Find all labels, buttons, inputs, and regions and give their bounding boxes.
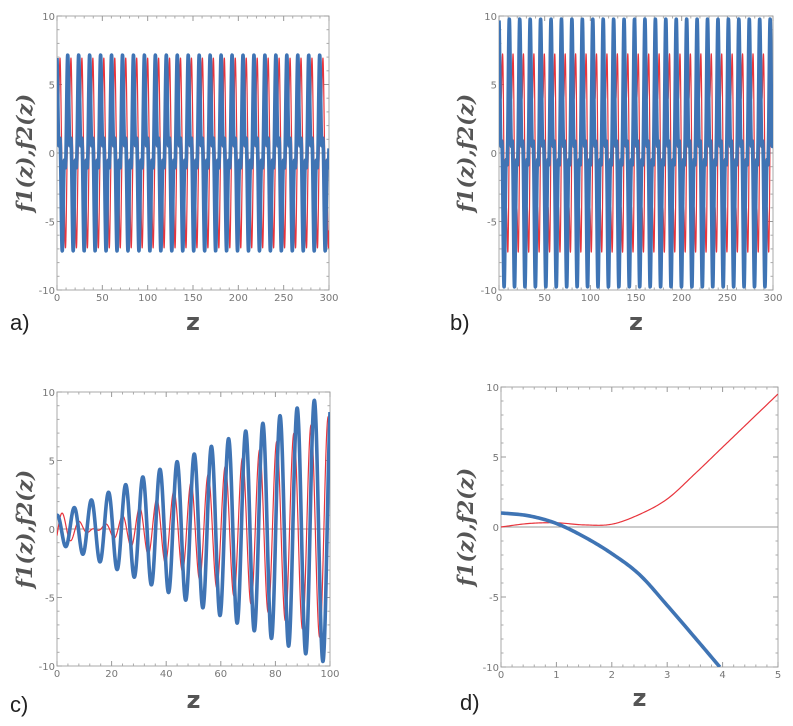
x-tick-label: 150 — [183, 293, 202, 304]
series-f1-line — [57, 398, 330, 664]
y-tick-label: 10 — [42, 388, 55, 399]
x-tick-label: 250 — [718, 293, 737, 304]
x-tick-label: 200 — [672, 293, 691, 304]
y-axis-label: f1(z),f2(z) — [453, 468, 478, 588]
series-f1-line — [57, 53, 329, 253]
panel-label: a) — [10, 310, 30, 335]
y-tick-label: 10 — [484, 12, 497, 23]
x-axis-label: z — [629, 308, 643, 336]
y-tick-label: 0 — [493, 523, 499, 534]
x-tick-label: 0 — [54, 669, 60, 680]
x-tick-label: 200 — [229, 293, 248, 304]
x-axis-label: z — [186, 308, 200, 336]
x-tick-label: 60 — [214, 669, 227, 680]
x-tick-label: 300 — [319, 293, 338, 304]
panel-a: 0 50 100 150 200 250 300 -10 -5 0 5 10 f1(z),f2(z) z a… — [10, 12, 339, 336]
y-tick-label: -5 — [487, 218, 497, 229]
panel-label: c) — [10, 692, 28, 717]
x-axis-label: z — [187, 686, 201, 714]
y-tick-label: -5 — [45, 594, 55, 605]
y-tick-label: 0 — [49, 525, 55, 536]
y-tick-label: 0 — [491, 149, 497, 160]
series-f1-line — [501, 511, 722, 667]
series-f2-line — [501, 393, 778, 528]
x-tick-label: 50 — [96, 293, 109, 304]
x-tick-label: 5 — [775, 670, 781, 681]
x-tick-label: 2 — [609, 670, 615, 681]
y-tick-label: -10 — [481, 286, 497, 297]
y-tick-label: 5 — [493, 453, 499, 464]
y-tick-label: 5 — [491, 81, 497, 92]
panel-c: 0 20 40 60 80 100 -10 -5 0 5 10 f1(z),f2(z) z c) — [10, 388, 340, 717]
y-tick-label: 5 — [49, 457, 55, 468]
y-tick-label: 5 — [49, 81, 55, 92]
y-axis-label: f1(z),f2(z) — [12, 470, 37, 590]
y-tick-label: 0 — [49, 149, 55, 160]
x-tick-label: 150 — [626, 293, 645, 304]
x-tick-label: 1 — [553, 670, 559, 681]
panel-label: b) — [450, 310, 470, 335]
panel-b: 0 50 100 150 200 250 300 -10 -5 0 5 10 f1(z),f2(z) z b… — [450, 12, 783, 336]
panel-label: d) — [460, 690, 480, 715]
x-tick-label: 0 — [54, 293, 60, 304]
x-tick-label: 100 — [138, 293, 157, 304]
x-tick-label: 4 — [719, 670, 725, 681]
x-tick-label: 20 — [105, 669, 118, 680]
y-tick-label: 10 — [42, 12, 55, 23]
x-axis-label: z — [633, 684, 647, 712]
series-f1-line — [499, 17, 773, 289]
y-tick-label: -5 — [489, 593, 499, 604]
y-tick-label: -10 — [39, 286, 55, 297]
y-tick-label: -5 — [45, 218, 55, 229]
y-axis-label: f1(z),f2(z) — [12, 94, 37, 214]
y-tick-label: -10 — [483, 663, 499, 674]
x-tick-label: 300 — [763, 293, 782, 304]
x-tick-label: 40 — [160, 669, 173, 680]
x-tick-label: 80 — [269, 669, 282, 680]
y-axis-label: f1(z),f2(z) — [453, 94, 478, 214]
y-tick-label: 10 — [486, 383, 499, 394]
series-f2-line — [57, 416, 330, 638]
x-tick-label: 100 — [320, 669, 339, 680]
x-tick-label: 3 — [664, 670, 670, 681]
x-tick-label: 0 — [498, 670, 504, 681]
x-tick-label: 100 — [581, 293, 600, 304]
panel-d: 0 1 2 3 4 5 -10 -5 0 5 10 f1(z),f2(z) z d) — [453, 383, 781, 715]
x-tick-label: 0 — [496, 293, 502, 304]
y-tick-label: -10 — [39, 662, 55, 673]
x-tick-label: 250 — [274, 293, 293, 304]
x-tick-label: 50 — [538, 293, 551, 304]
